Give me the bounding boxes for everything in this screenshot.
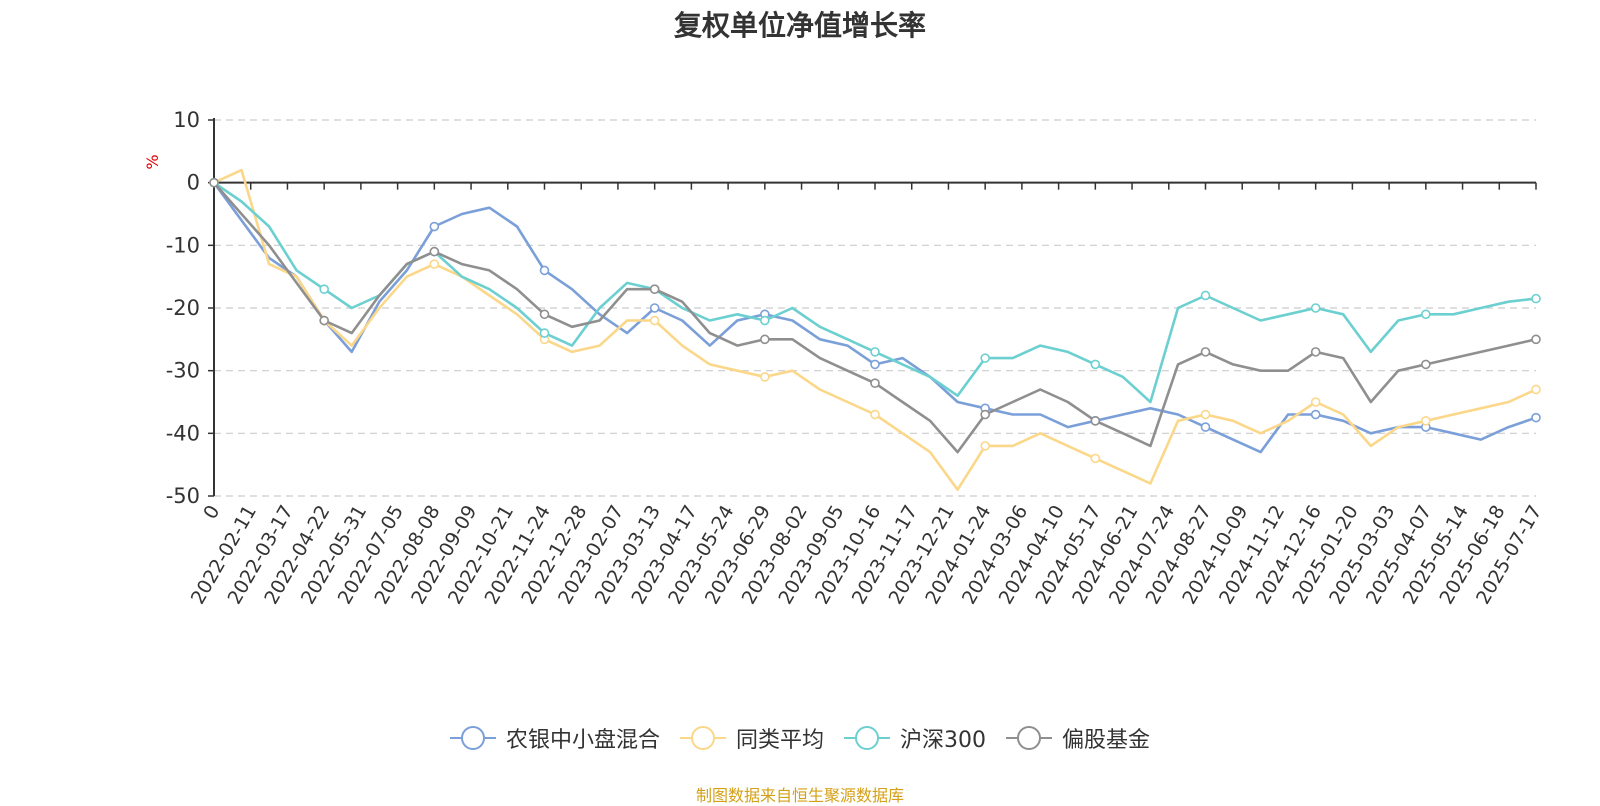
data-point <box>1421 359 1431 370</box>
series-lines <box>209 168 1541 491</box>
data-point <box>1310 397 1321 407</box>
data-point <box>1531 334 1541 345</box>
series-line <box>213 168 1537 491</box>
legend-label: 同类平均 <box>735 728 824 753</box>
source-note: 制图数据来自恒生聚源数据库 <box>695 786 904 805</box>
chart-title: 复权单位净值增长率 <box>673 9 926 42</box>
y-tick-label: 10 <box>173 108 200 132</box>
data-point <box>319 284 329 295</box>
legend: 农银中小盘混合 同类平均 沪深300 偏股基金 <box>0 722 1600 754</box>
legend-label: 农银中小盘混合 <box>505 728 660 753</box>
legend-label: 偏股基金 <box>1062 728 1151 753</box>
axes <box>208 118 1537 497</box>
data-point <box>429 246 440 257</box>
legend-marker-icon <box>679 725 726 751</box>
data-point <box>980 441 990 451</box>
data-point <box>1200 347 1211 357</box>
data-point <box>870 409 880 420</box>
y-tick-label: -10 <box>166 233 200 257</box>
y-tick-label: -30 <box>166 359 200 383</box>
data-point <box>1531 384 1541 395</box>
data-point <box>649 315 660 326</box>
data-point <box>429 259 440 269</box>
data-point <box>319 315 329 326</box>
data-point <box>1531 293 1541 304</box>
y-axis-unit: % <box>143 154 162 169</box>
legend-item[interactable]: 同类平均 <box>679 722 824 754</box>
legend-item[interactable]: 沪深300 <box>844 722 986 754</box>
data-point <box>1421 309 1431 320</box>
data-point <box>870 347 880 357</box>
data-point <box>1531 412 1541 423</box>
data-point <box>870 359 880 370</box>
legend-item[interactable]: 农银中小盘混合 <box>449 722 660 754</box>
data-point <box>539 309 550 320</box>
data-point <box>1200 409 1211 420</box>
y-tick-label: 0 <box>187 171 200 195</box>
data-point <box>980 409 990 420</box>
gridlines <box>214 119 1536 497</box>
data-point <box>429 221 440 232</box>
legend-marker-icon <box>449 725 496 751</box>
data-point <box>870 378 880 389</box>
data-point <box>760 315 770 326</box>
data-point <box>649 284 660 295</box>
data-point <box>539 328 550 338</box>
data-point <box>649 303 660 313</box>
data-point <box>1200 290 1211 301</box>
data-point <box>1090 453 1101 464</box>
data-point <box>1310 347 1321 357</box>
data-point <box>1310 303 1321 313</box>
data-point <box>980 353 990 363</box>
y-tick-label: -50 <box>166 484 200 508</box>
data-point <box>209 177 219 188</box>
data-point <box>760 334 770 345</box>
data-point <box>760 372 770 382</box>
x-tick-label: 0 <box>199 502 224 523</box>
data-point <box>1310 409 1321 420</box>
data-point <box>1090 359 1101 370</box>
legend-label: 沪深300 <box>900 728 986 753</box>
data-point <box>1421 415 1431 426</box>
legend-item[interactable]: 偏股基金 <box>1006 722 1150 754</box>
legend-marker-icon <box>844 725 890 751</box>
y-tick-label: -20 <box>166 296 200 320</box>
data-point <box>1200 422 1211 432</box>
data-point <box>1090 415 1101 426</box>
legend-marker-icon <box>1006 725 1052 751</box>
data-point <box>539 265 550 276</box>
y-tick-label: -40 <box>166 421 200 445</box>
